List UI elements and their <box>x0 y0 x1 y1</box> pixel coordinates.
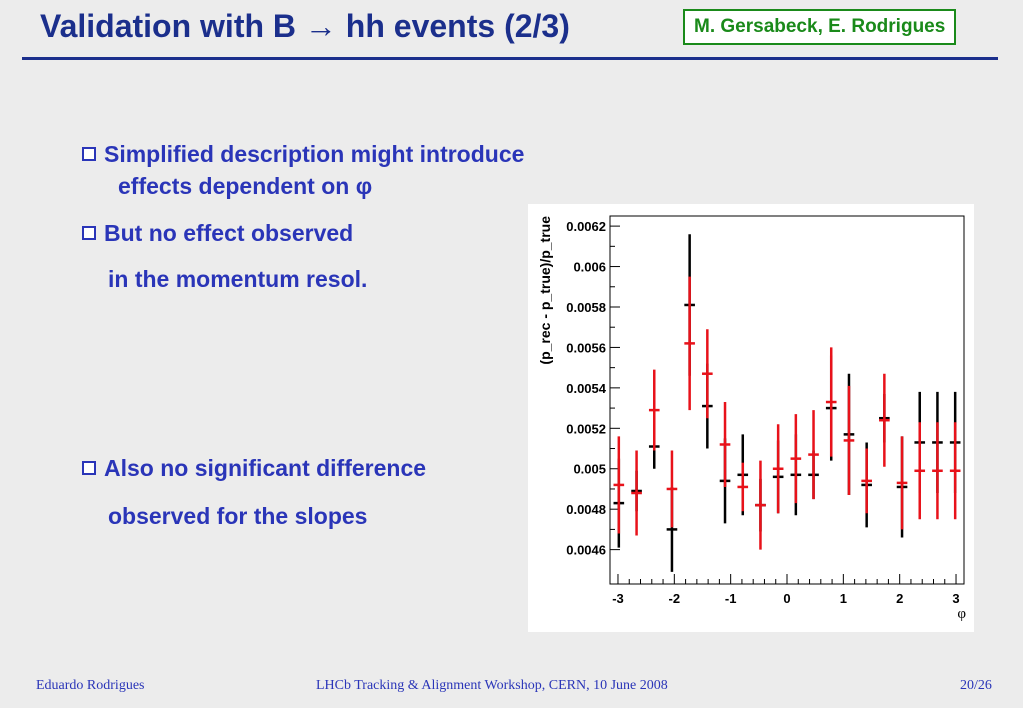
y-tick-label: 0.0046 <box>566 543 606 558</box>
x-tick-label: -3 <box>612 591 624 606</box>
x-tick-label: 3 <box>952 591 959 606</box>
slide-title: Validation with B → hh events (2/3) <box>40 8 570 44</box>
footer-event: LHCb Tracking & Alignment Workshop, CERN… <box>316 678 668 693</box>
y-tick-label: 0.0058 <box>566 300 606 315</box>
checkbox-bullet-icon <box>82 226 96 240</box>
y-tick-label: 0.0062 <box>566 219 606 234</box>
y-tick-label: 0.0056 <box>566 340 606 355</box>
bullet-1-line2: effects dependent on φ <box>118 173 373 199</box>
y-axis-label: (p_rec - p_true)/p_true <box>537 216 553 365</box>
bullet-2-line2: in the momentum resol. <box>108 266 368 292</box>
x-tick-label: 1 <box>840 591 847 606</box>
y-tick-label: 0.006 <box>573 260 606 275</box>
title-underline <box>22 57 998 60</box>
bullet-3-line1: Also no significant difference <box>104 455 427 481</box>
x-tick-label: 0 <box>783 591 790 606</box>
chart-svg: 0.0046 0.0048 0.005 0.0052 0.0054 0.0056 0.005… <box>537 215 966 622</box>
bullet-1-line1: Simplified description might introduce <box>104 141 525 167</box>
checkbox-bullet-icon <box>82 147 96 161</box>
x-tick-label: 2 <box>896 591 903 606</box>
bullet-3-line2: observed for the slopes <box>108 503 368 529</box>
x-axis-label: φ <box>957 606 966 622</box>
bullet-3: Also no significant difference <box>82 455 426 482</box>
y-tick-label: 0.0054 <box>566 381 607 396</box>
bullet-2-line1: But no effect observed <box>104 220 354 246</box>
x-tick-label: -2 <box>669 591 681 606</box>
x-tick-label: -1 <box>725 591 737 606</box>
resolution-chart: 0.0046 0.0048 0.005 0.0052 0.0054 0.0056 0.005… <box>528 204 974 632</box>
y-tick-label: 0.005 <box>573 462 606 477</box>
footer-author: Eduardo Rodrigues <box>36 678 145 693</box>
plot-frame <box>609 215 965 585</box>
footer-page: 20/26 <box>960 678 992 693</box>
bullet-2: But no effect observed <box>82 220 353 247</box>
y-tick-label: 0.0048 <box>566 502 606 517</box>
y-tick-label: 0.0052 <box>566 421 606 436</box>
checkbox-bullet-icon <box>82 461 96 475</box>
bullet-1: Simplified description might introduce <box>82 141 524 168</box>
authors-box: M. Gersabeck, E. Rodrigues <box>683 9 957 45</box>
